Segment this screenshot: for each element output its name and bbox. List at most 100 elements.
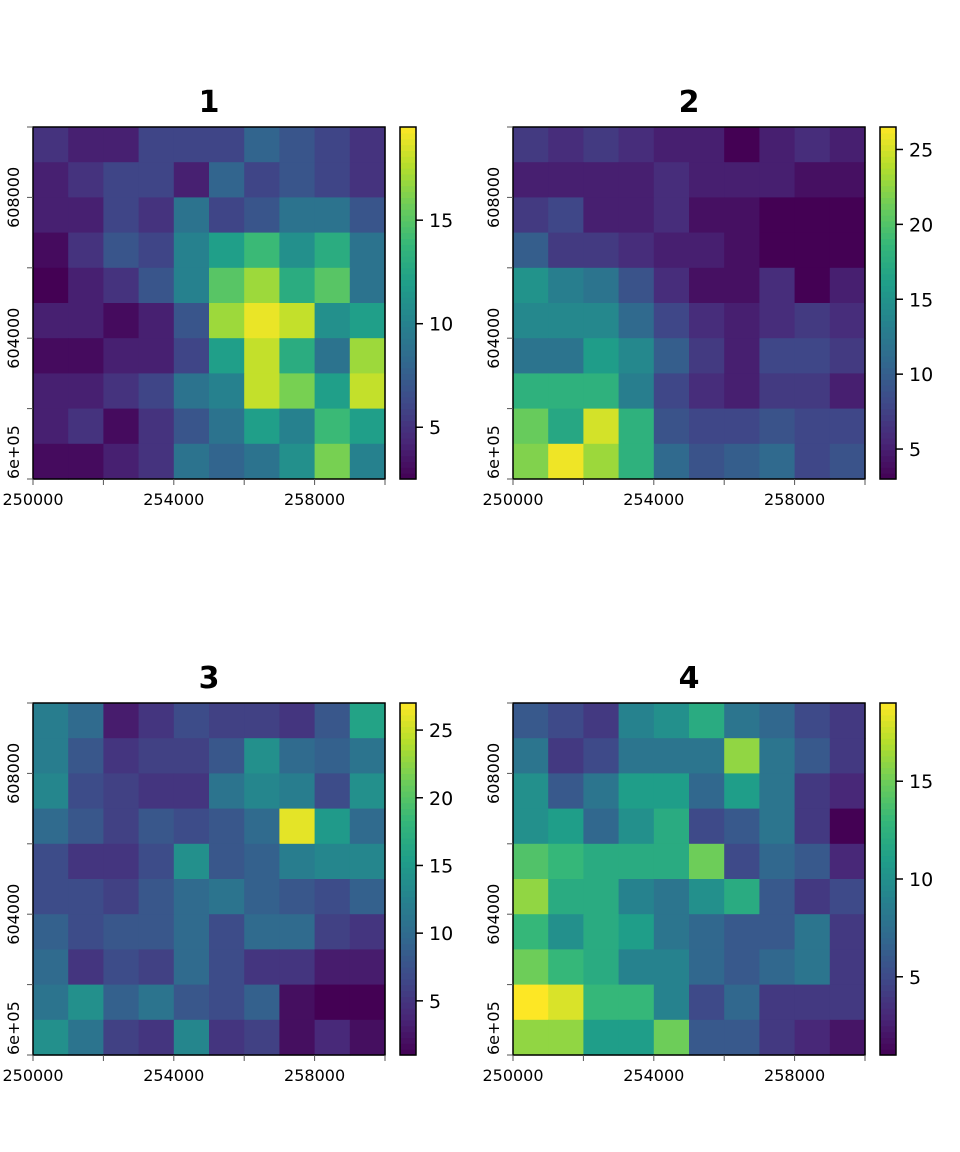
heatmap-cell	[279, 408, 316, 445]
heatmap-cell	[314, 738, 351, 774]
colorbar-frame	[879, 126, 897, 480]
heatmap-cell	[653, 879, 690, 915]
heatmap-cell	[724, 843, 760, 880]
colorbar-segment	[880, 703, 896, 710]
heatmap-cell	[68, 808, 104, 845]
y-tick-label: 608000	[484, 743, 503, 804]
heatmap-cell	[279, 738, 316, 774]
heatmap-cell	[724, 738, 760, 774]
heatmap-cell	[548, 773, 584, 810]
heatmap-cell	[548, 232, 584, 269]
heatmap-cell	[794, 773, 831, 810]
colorbar-tick-label: 5	[909, 967, 921, 989]
heatmap-cell	[583, 738, 620, 774]
heatmap-cell	[794, 338, 831, 374]
heatmap-cell	[513, 879, 549, 915]
colorbar-segment	[880, 408, 896, 416]
heatmap-cell	[103, 127, 140, 163]
heatmap-cell	[513, 162, 549, 198]
colorbar-segment	[400, 749, 416, 757]
heatmap-cell	[314, 127, 351, 163]
colorbar-tick-label: 15	[429, 855, 453, 877]
colorbar-segment	[400, 808, 416, 816]
heatmap-cell	[759, 738, 796, 774]
heatmap-cell	[724, 162, 760, 198]
heatmap-cell	[548, 197, 584, 234]
colorbar-segment	[400, 361, 416, 369]
heatmap-cell	[583, 303, 620, 339]
colorbar-segment	[400, 385, 416, 392]
colorbar-segment	[880, 173, 896, 181]
heatmap-cell	[724, 338, 760, 374]
panel-3: 3 250000 254000 258000 6e+05 604000 608000 5 10 1…	[2, 661, 453, 1085]
colorbar-segment	[400, 391, 416, 398]
colorbar-segment	[880, 890, 896, 898]
heatmap-cell	[349, 303, 386, 339]
colorbar-segment	[400, 437, 416, 445]
heatmap-cell	[33, 984, 69, 1021]
heatmap-cell	[794, 443, 831, 480]
colorbar-segment	[880, 908, 896, 915]
heatmap-cell	[103, 703, 140, 739]
heatmap-cell	[618, 949, 655, 986]
heatmap-cell	[244, 773, 280, 810]
heatmap-cell	[724, 949, 760, 986]
colorbar-segment	[880, 232, 896, 240]
colorbar-segment	[400, 843, 416, 851]
colorbar-segment	[880, 261, 896, 269]
x-tick-label: 254000	[143, 490, 204, 509]
colorbar-segment	[400, 943, 416, 950]
colorbar-segment	[400, 814, 416, 821]
colorbar-segment	[400, 884, 416, 892]
heatmap-cell	[209, 738, 245, 774]
colorbar-segment	[400, 949, 416, 956]
heatmap-cell	[209, 949, 245, 986]
heatmap-cell	[349, 267, 386, 304]
colorbar-segment	[400, 961, 416, 968]
colorbar-segment	[880, 308, 896, 316]
heatmap-cell	[618, 162, 655, 198]
heatmap-cell	[349, 703, 386, 739]
heatmap-cell	[68, 373, 104, 410]
heatmap-cell	[724, 267, 760, 304]
heatmap-cell	[314, 879, 351, 915]
heatmap-cell	[173, 949, 210, 986]
colorbar-segment	[400, 767, 416, 774]
heatmap-cell	[548, 738, 584, 774]
heatmap-cell	[349, 408, 386, 445]
colorbar-segment	[880, 179, 896, 187]
colorbar-segment	[880, 796, 896, 804]
heatmap-cell	[759, 1019, 796, 1056]
colorbar-segment	[880, 185, 896, 193]
colorbar-segment	[880, 714, 896, 722]
heatmap-cell	[794, 984, 831, 1021]
colorbar-segment	[400, 755, 416, 763]
colorbar-segment	[400, 402, 416, 410]
colorbar-segment	[880, 884, 896, 892]
heatmap-cell	[618, 1019, 655, 1056]
heatmap-cell	[138, 949, 175, 986]
colorbar-segment	[400, 720, 416, 728]
colorbar-segment	[880, 267, 896, 275]
colorbar-segment	[400, 432, 416, 439]
x-tick-label: 250000	[482, 1066, 543, 1085]
heatmap-cell	[209, 267, 245, 304]
heatmap-cell	[209, 303, 245, 339]
colorbar-segment	[880, 344, 896, 351]
colorbar-segment	[400, 256, 416, 263]
heatmap-cell	[759, 773, 796, 810]
x-tick-label: 254000	[623, 1066, 684, 1085]
heatmap-cell	[244, 984, 280, 1021]
heatmap-cell	[794, 808, 831, 845]
heatmap-cell	[618, 808, 655, 845]
colorbar-segment	[880, 826, 896, 833]
heatmap-cell	[513, 914, 549, 950]
colorbar-segment	[400, 285, 416, 292]
colorbar-segment	[400, 732, 416, 739]
heatmap-cell	[618, 338, 655, 374]
colorbar-segment	[400, 326, 416, 333]
heatmap-cell	[209, 879, 245, 915]
heatmap-cell	[68, 703, 104, 739]
heatmap-cell	[689, 303, 725, 339]
colorbar-segment	[400, 414, 416, 421]
